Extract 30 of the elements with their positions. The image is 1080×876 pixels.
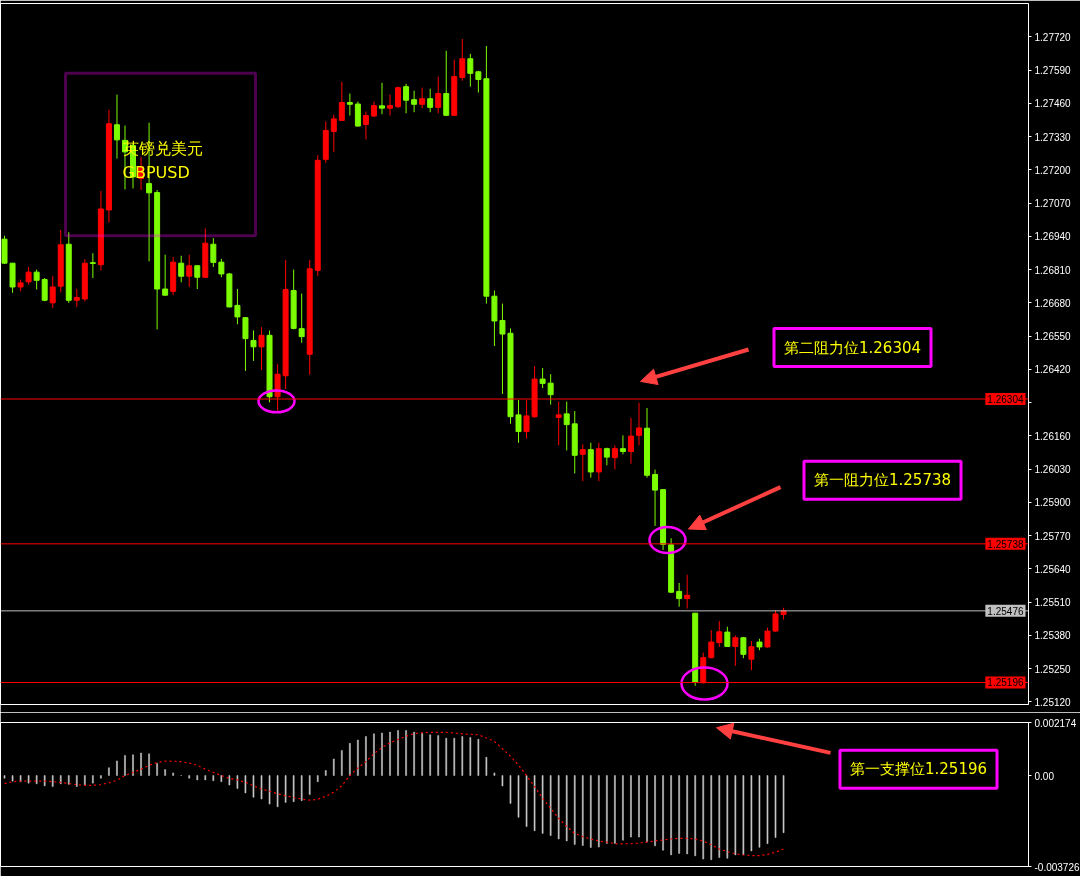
annotation: 第一支撑位1.25196 xyxy=(849,760,988,779)
y-tick-label: 1.26810 xyxy=(1034,264,1072,276)
ref-line-label: 1.26304 xyxy=(987,394,1024,406)
y-tick-label: 1.27200 xyxy=(1034,164,1072,176)
y-tick-label: 1.26680 xyxy=(1034,297,1072,309)
y-tick-label: 1.25380 xyxy=(1034,630,1072,642)
y-tick-label: -0.003726 xyxy=(1034,861,1080,873)
y-tick-label: 1.26940 xyxy=(1034,231,1072,243)
y-tick-label: 1.27070 xyxy=(1034,198,1072,210)
y-tick-label: 1.25640 xyxy=(1034,563,1072,575)
y-tick-label: 1.25250 xyxy=(1034,663,1072,675)
y-tick-label: 1.27330 xyxy=(1034,131,1072,143)
y-tick-label: 1.25120 xyxy=(1034,696,1072,708)
y-tick-label: 0.00 xyxy=(1034,770,1055,782)
ref-line-label: 1.25476 xyxy=(987,605,1024,617)
y-tick-label: 1.26550 xyxy=(1034,331,1072,343)
annotation: 第一阻力位1.25738 xyxy=(813,471,952,490)
ref-line-label: 1.25738 xyxy=(987,538,1024,550)
y-tick-label: 1.25770 xyxy=(1034,530,1072,542)
y-tick-label: 1.27720 xyxy=(1034,31,1072,43)
y-tick-label: 1.25510 xyxy=(1034,597,1072,609)
annotation: 第二阻力位1.26304 xyxy=(783,338,922,357)
y-tick-label: 1.27460 xyxy=(1034,98,1072,110)
ref-line-label: 1.25196 xyxy=(987,677,1024,689)
y-tick-label: 0.002174 xyxy=(1034,717,1077,729)
y-tick-label: 1.25900 xyxy=(1034,497,1072,509)
y-tick-label: 1.26420 xyxy=(1034,364,1072,376)
y-tick-label: 1.27590 xyxy=(1034,65,1072,77)
y-tick-label: 1.26160 xyxy=(1034,430,1072,442)
y-tick-label: 1.26030 xyxy=(1034,464,1072,476)
